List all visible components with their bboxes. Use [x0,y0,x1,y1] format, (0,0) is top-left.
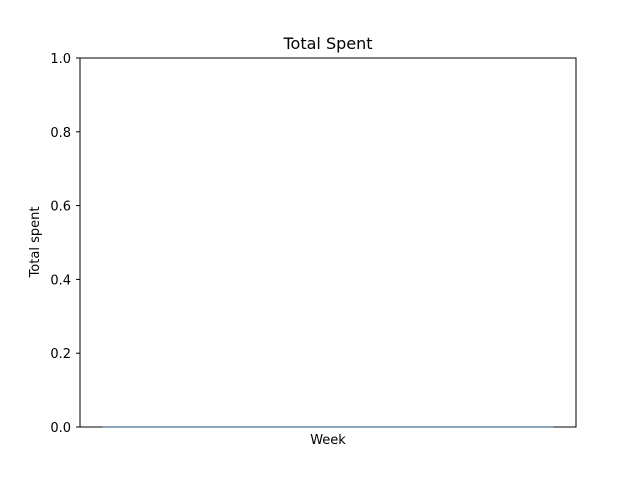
y-tick-label: 0.8 [50,126,71,141]
x-axis-label: Week [310,433,346,448]
y-tick-label: 0.4 [50,273,71,288]
y-axis-ticks: 0.0 0.2 0.4 0.6 0.8 1.0 [50,52,80,436]
y-tick-label: 0.6 [50,200,71,215]
y-tick-label: 0.0 [50,421,71,436]
y-axis-label: Total spent [28,207,43,279]
bar [102,426,554,428]
y-tick-label: 1.0 [50,52,71,67]
plot-frame [79,57,577,428]
chart-title: Total Spent [282,34,372,53]
bars [102,426,554,428]
y-tick-label: 0.2 [50,347,71,362]
